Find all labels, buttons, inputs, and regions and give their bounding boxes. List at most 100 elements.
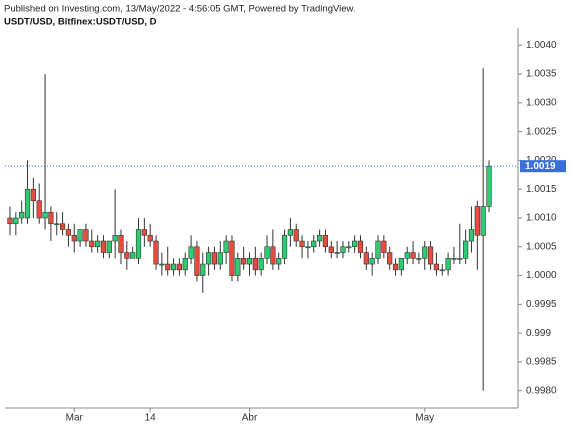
candle-body [13,217,19,225]
candle-body [223,240,229,253]
candle-body [217,252,223,265]
candle-body [398,258,404,271]
candle-body [311,240,317,248]
candle-body [375,240,381,259]
candle-body [322,234,329,248]
y-tick-label: 0.9980 [526,385,557,396]
candle-body [270,246,276,265]
x-tick-label: Abr [242,413,258,424]
candle-body [258,258,264,271]
candle-body [59,223,66,230]
last-price-box [520,160,566,173]
candle-body [334,252,340,254]
candle-body [457,258,463,260]
candle-body [7,217,13,225]
candle-body [89,240,95,248]
candle-body [346,246,352,249]
candle-body [474,206,480,236]
candle-body [363,252,369,265]
candle-body [387,252,393,265]
x-tick-label: 14 [145,413,157,424]
candle-body [54,223,60,226]
y-tick-label: 1.0005 [526,241,557,252]
y-tick-label: 0.9995 [526,299,557,310]
candle-body [463,240,469,259]
y-tick-label: 1.0025 [526,126,557,137]
chart-title: Published on Investing.com, 13/May/2022 … [4,4,356,15]
candle-body [36,200,42,219]
candle-body [445,258,451,271]
candle-body [106,240,112,253]
candle-body [422,246,428,259]
candle-body [392,263,399,271]
candle-body [340,246,346,253]
candle-body [305,246,311,249]
candle-body [276,258,282,265]
candle-body [95,240,101,248]
candle-body [194,246,200,276]
candle-body [100,240,107,253]
candle-body [357,240,364,253]
candle-body [381,240,387,253]
candle-body [293,229,299,242]
y-tick-label: 1.0030 [526,97,557,108]
candle-body [451,258,457,260]
candle-body [486,165,492,207]
candle-body [65,229,72,236]
candle-body [241,258,247,265]
chart-subtitle: USDT/USD, Bitfinex:USDT/USD, D [4,17,157,28]
candle-body [71,234,77,242]
candle-body [124,252,130,259]
candle-body [147,234,153,242]
candle-body [369,258,375,265]
candle-body [19,211,25,219]
candle-body [352,240,358,248]
candle-body [77,229,83,242]
candle-body [328,246,334,253]
candle-body [83,229,89,242]
candle-body [439,269,445,272]
candle-body [404,252,410,259]
candle-body [206,252,212,265]
candle-body [410,252,416,259]
x-tick-label: Mar [66,413,84,424]
candle-body [235,258,241,276]
candle-body [182,258,188,271]
y-tick-label: 1.0000 [526,270,557,281]
candle-body [141,229,147,236]
y-tick-label: 1.0035 [526,69,557,80]
candle-body [42,211,48,219]
candle-body [118,234,124,253]
candle-body [159,263,165,266]
y-tick-label: 1.0040 [526,40,557,51]
candle-body [24,188,31,219]
candle-body [252,258,258,271]
x-tick-label: May [415,413,434,424]
candle-body [130,252,136,259]
candle-body [416,258,422,260]
y-tick-label: 0.9985 [526,357,557,368]
candle-body [480,206,486,236]
candle-body [211,252,218,265]
candle-body [264,246,270,259]
candle-body [287,229,293,236]
candle-body [176,263,183,271]
candle-body [316,234,323,242]
candle-body [170,263,177,271]
y-tick-label: 0.999 [526,328,551,339]
last-price-label: 1.0019 [525,161,556,172]
candle-body [427,246,434,265]
candle-body [165,263,171,271]
candle-body [153,240,159,265]
candle-body [188,246,194,259]
candle-body [48,211,54,225]
y-tick-label: 1.0010 [526,213,557,224]
candle-body [246,258,253,265]
candle-body [281,234,288,259]
candle-body [299,240,305,248]
candle-body [135,229,142,259]
candle-body [112,234,118,242]
candle-body [229,240,235,276]
candle-body [433,263,440,271]
